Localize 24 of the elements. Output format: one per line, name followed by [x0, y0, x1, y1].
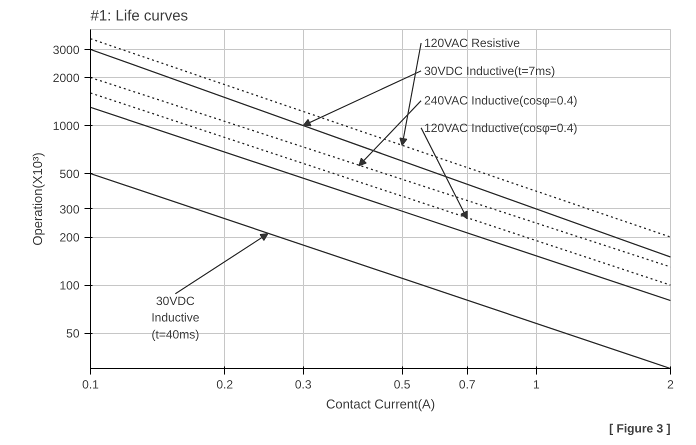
annotation: 30VDC Inductive(t=7ms): [424, 64, 556, 78]
annotation: 30VDC Inductive (t=40ms): [151, 294, 200, 342]
x-axis-title: Contact Current(A): [326, 396, 436, 412]
y-tick-label: 300: [59, 202, 80, 216]
text: [ Figure 3 ]: [609, 422, 671, 436]
x-tick-label: 0.2: [216, 378, 234, 392]
y-tick-label: 2000: [52, 71, 80, 86]
x-tick-label: 0.7: [458, 378, 476, 392]
x-tick-label: 1: [532, 378, 540, 392]
y-tick-label: 100: [59, 278, 80, 293]
y-tick-label: 3000: [52, 42, 80, 57]
y-axis-title: Operation(X10³): [30, 152, 45, 246]
x-tick-label: 0.3: [294, 378, 312, 392]
x-tick-label: 2: [667, 378, 674, 392]
annotation: 240VAC Inductive(cosφ=0.4): [424, 94, 578, 108]
y-tick-label: 500: [59, 167, 80, 182]
y-tick-label: 1000: [52, 119, 80, 134]
annotation: 120VAC Resistive: [424, 36, 520, 50]
x-tick-label: 0.1: [82, 378, 100, 392]
annotation: 120VAC Inductive(cosφ=0.4): [424, 120, 578, 135]
x-tick-label: 0.5: [394, 378, 411, 392]
chart-title: #1: Life curves: [90, 8, 188, 24]
y-tick-label: 200: [59, 230, 80, 245]
y-tick-label: 50: [66, 326, 80, 341]
